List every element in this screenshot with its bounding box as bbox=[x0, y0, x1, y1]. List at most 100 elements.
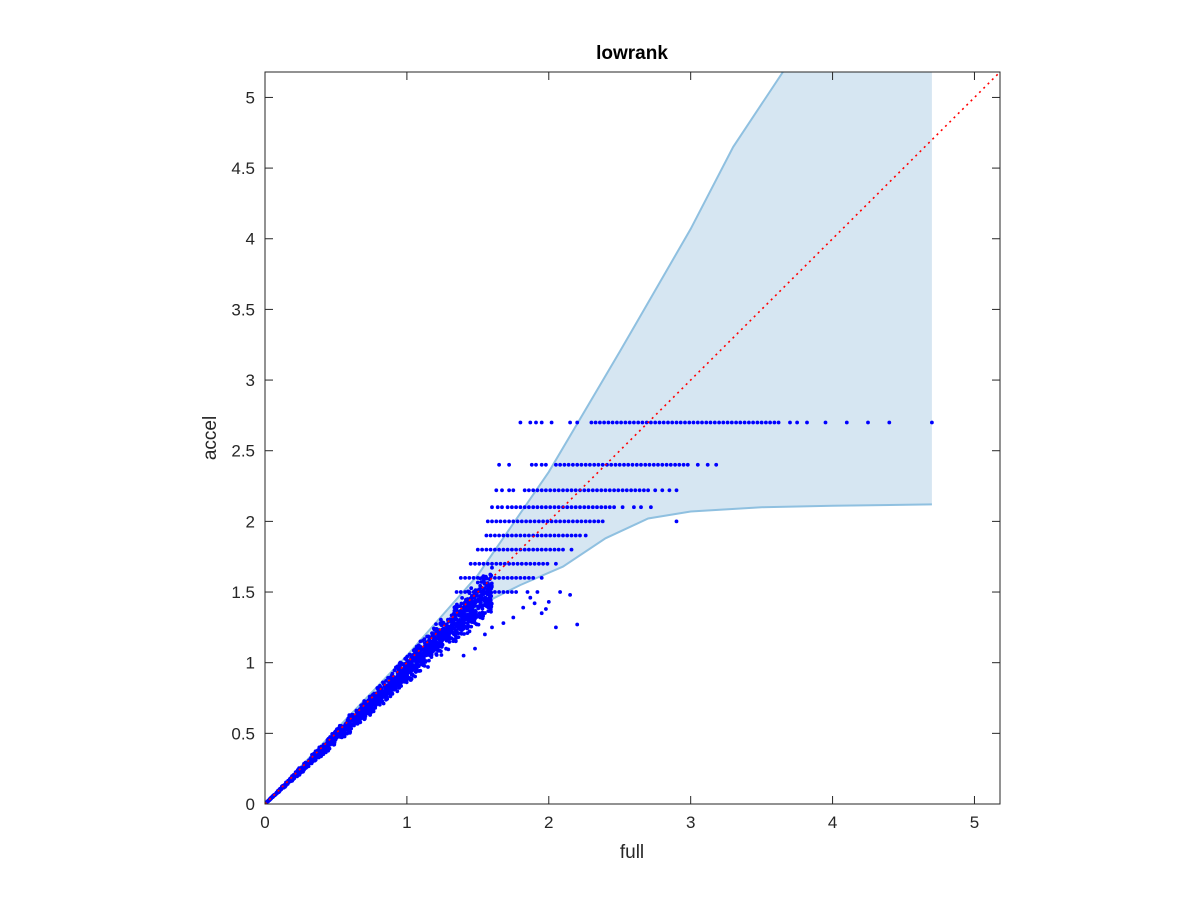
data-point bbox=[471, 590, 476, 594]
data-point bbox=[522, 533, 527, 538]
data-point bbox=[378, 693, 382, 697]
data-point bbox=[575, 462, 580, 467]
data-point bbox=[490, 565, 494, 570]
data-point bbox=[632, 505, 636, 510]
data-point bbox=[386, 676, 390, 680]
data-point bbox=[700, 420, 704, 425]
data-point bbox=[539, 611, 544, 616]
data-point bbox=[478, 583, 483, 588]
data-point bbox=[408, 662, 412, 667]
data-point bbox=[473, 609, 478, 613]
x-tick-label: 0 bbox=[260, 813, 269, 832]
data-point bbox=[596, 462, 601, 467]
data-point bbox=[603, 488, 608, 493]
data-point bbox=[497, 590, 501, 594]
data-point bbox=[569, 547, 574, 552]
data-point bbox=[510, 505, 514, 510]
data-point bbox=[764, 420, 768, 425]
data-point bbox=[334, 735, 339, 740]
data-point bbox=[612, 505, 616, 510]
data-point bbox=[528, 420, 533, 425]
data-point bbox=[494, 488, 499, 493]
y-tick-label: 0.5 bbox=[231, 724, 255, 743]
data-point bbox=[465, 631, 470, 635]
data-point bbox=[717, 420, 721, 425]
data-point bbox=[439, 645, 444, 649]
data-point bbox=[359, 703, 363, 708]
data-point bbox=[501, 621, 506, 625]
data-point bbox=[464, 599, 469, 603]
data-point bbox=[490, 561, 494, 566]
data-point bbox=[367, 702, 372, 707]
data-point bbox=[514, 547, 518, 552]
data-point bbox=[751, 420, 755, 425]
data-point bbox=[497, 533, 501, 538]
data-point bbox=[602, 420, 606, 425]
data-point bbox=[332, 742, 337, 747]
data-point bbox=[573, 488, 578, 493]
data-point bbox=[556, 488, 561, 493]
data-point bbox=[501, 590, 506, 594]
data-point bbox=[446, 624, 451, 629]
data-point bbox=[556, 533, 561, 538]
data-point bbox=[370, 697, 375, 701]
data-point bbox=[664, 462, 669, 467]
data-point bbox=[497, 462, 501, 467]
data-point bbox=[461, 653, 466, 658]
data-point bbox=[454, 617, 459, 622]
data-point bbox=[603, 505, 608, 510]
data-point bbox=[586, 488, 591, 493]
data-point bbox=[460, 596, 464, 600]
data-point bbox=[768, 420, 772, 425]
data-point bbox=[725, 420, 730, 425]
data-point bbox=[539, 533, 544, 538]
data-point bbox=[524, 561, 528, 566]
data-point bbox=[759, 420, 764, 425]
data-point bbox=[301, 765, 305, 770]
data-point bbox=[647, 462, 652, 467]
data-point bbox=[447, 640, 452, 644]
data-point bbox=[475, 593, 479, 598]
data-point bbox=[640, 420, 645, 425]
data-point bbox=[320, 752, 325, 756]
data-point bbox=[695, 462, 700, 467]
data-point bbox=[387, 680, 391, 685]
data-point bbox=[454, 590, 459, 594]
data-point bbox=[371, 709, 376, 714]
data-point bbox=[510, 533, 514, 538]
data-point bbox=[653, 420, 658, 425]
data-point bbox=[588, 462, 592, 467]
data-point bbox=[613, 462, 618, 467]
data-point bbox=[569, 533, 574, 538]
data-point bbox=[402, 666, 406, 671]
data-point bbox=[484, 547, 489, 552]
data-point bbox=[579, 462, 584, 467]
data-point bbox=[337, 726, 341, 730]
data-point bbox=[472, 599, 477, 604]
data-point bbox=[500, 505, 504, 510]
data-point bbox=[388, 694, 393, 699]
data-point bbox=[528, 519, 533, 524]
data-point bbox=[535, 533, 540, 538]
x-axis-label: full bbox=[620, 842, 644, 863]
data-point bbox=[399, 684, 403, 688]
data-point bbox=[644, 420, 649, 425]
data-point bbox=[417, 669, 421, 673]
data-point bbox=[535, 590, 540, 594]
data-point bbox=[480, 576, 484, 580]
data-point bbox=[637, 488, 642, 493]
data-point bbox=[495, 505, 500, 510]
data-point bbox=[535, 488, 540, 493]
data-point bbox=[373, 703, 378, 708]
data-point bbox=[399, 673, 404, 678]
data-point bbox=[479, 595, 484, 600]
data-point bbox=[571, 462, 575, 467]
data-point bbox=[468, 561, 473, 566]
data-point bbox=[507, 488, 511, 493]
data-point bbox=[402, 673, 407, 678]
data-point bbox=[468, 619, 473, 623]
y-tick-label: 4.5 bbox=[231, 159, 255, 178]
data-point bbox=[494, 561, 499, 566]
plot-area: 0 1 2 3 4 5 0 0.5 1 1.5 2 2.5 3 3.5 4 4.5 5 bbox=[231, 71, 1001, 832]
